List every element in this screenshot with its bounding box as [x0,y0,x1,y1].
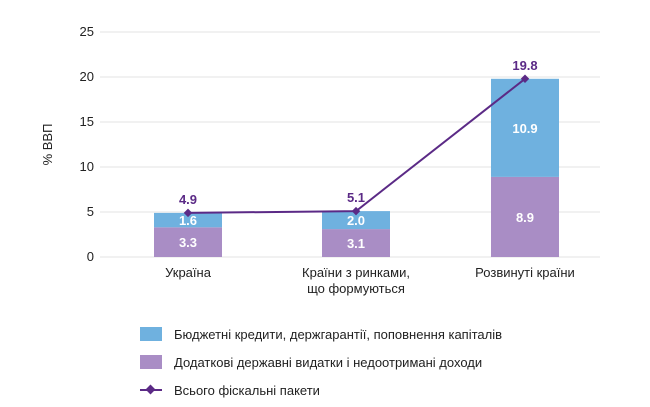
legend-line-key [140,383,162,397]
x-category-label: Україна [165,265,212,280]
data-label-spending: 3.1 [347,236,365,251]
x-category-label: Розвинуті країни [475,265,575,280]
legend: Бюджетні кредити, держгарантії, поповнен… [140,320,502,404]
x-axis-categories: Україна Країни з ринками,що формуються Роз… [165,265,575,296]
data-label-loans: 2.0 [347,213,365,228]
bar-segment-loans [491,78,559,177]
bar-segment-loans [322,211,390,230]
total-point-marker [183,208,193,218]
legend-label-total: Всього фіскальні пакети [174,382,320,398]
y-axis-ticks: 0 5 10 15 20 25 [80,24,94,264]
legend-swatch-loans [140,327,162,341]
y-tick-label: 20 [80,69,94,84]
x-category-label: Країни з ринками, [302,265,410,280]
legend-item-loans: Бюджетні кредити, держгарантії, поповнен… [140,320,502,348]
stacked-bar-chart: 0 5 10 15 20 25 % ВВП 3.3 1.6 3.1 2.0 8.9 10.9 Укр… [40,24,600,296]
total-point-marker [351,206,361,216]
bar-segment-spending [154,227,222,257]
y-tick-label: 10 [80,159,94,174]
y-axis-label: % ВВП [40,124,55,166]
legend-label-loans: Бюджетні кредити, держгарантії, поповнен… [174,326,503,342]
legend-label-spending: Додаткові державні видатки і недоотриман… [174,354,483,370]
bar-segment-loans [154,212,222,228]
bar-segment-spending [491,176,559,257]
bars: 3.3 1.6 3.1 2.0 8.9 10.9 [154,78,559,257]
x-category-label: що формуються [307,281,405,296]
legend-swatch-spending [140,355,162,369]
legend-item-spending: Додаткові державні видатки і недоотриман… [140,348,502,376]
total-value-label: 4.9 [179,192,197,207]
y-tick-label: 0 [87,249,94,264]
data-label-loans: 1.6 [179,213,197,228]
total-value-label: 5.1 [347,190,365,205]
total-value-label: 19.8 [512,58,537,73]
data-label-loans: 10.9 [512,121,537,136]
y-tick-label: 25 [80,24,94,39]
y-tick-label: 5 [87,204,94,219]
bar-segment-spending [322,229,390,257]
data-label-spending: 8.9 [516,210,534,225]
total-line: 4.9 5.1 19.8 [179,58,538,218]
data-label-spending: 3.3 [179,235,197,250]
y-tick-label: 15 [80,114,94,129]
legend-item-total: Всього фіскальні пакети [140,376,502,404]
